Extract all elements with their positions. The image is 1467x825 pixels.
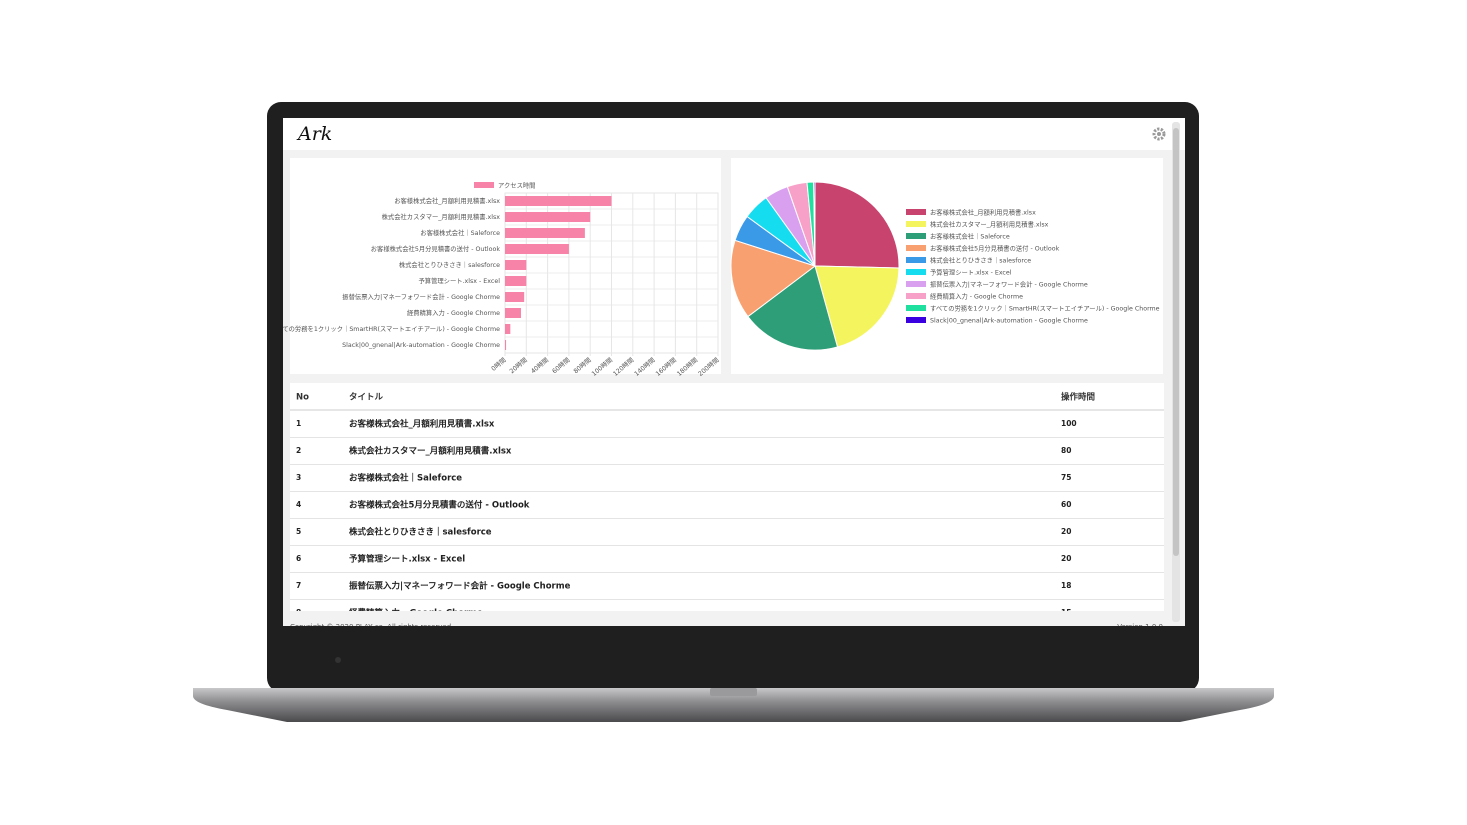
table-cell: お客様株式会社｜Saleforce [349, 473, 462, 484]
legend-label: 経費精算入力 - Google Chorme [930, 292, 1023, 301]
table-header: No [296, 393, 309, 403]
legend-swatch [906, 317, 926, 323]
pie-slice [813, 181, 816, 267]
table-cell: 株式会社カスタマー_月額利用見積書.xlsx [349, 446, 512, 457]
legend-label: 株式会社とりひきさき｜salesforce [930, 256, 1031, 265]
pie-slice [814, 181, 900, 269]
legend-label: 振替伝票入力|マネーフォワード会計 - Google Chorme [930, 280, 1088, 289]
table-header: タイトル [349, 392, 384, 403]
y-tick-label: 株式会社とりひきさき｜salesforce [399, 260, 500, 269]
table-cell: 振替伝票入力|マネーフォワード会計 - Google Chorme [349, 581, 571, 592]
copyright: Copyright © 2020 PLAY co. All rights res… [290, 623, 453, 631]
table-cell: 4 [296, 500, 301, 509]
pie-slice [814, 265, 900, 348]
y-tick-label: お客様株式会社5月分見積書の送付 - Outlook [371, 244, 501, 253]
legend-swatch [906, 245, 926, 251]
bar [505, 196, 612, 206]
pie-slice [747, 265, 839, 351]
y-tick-label: お客様株式会社_月額利用見積書.xlsx [394, 196, 500, 205]
legend-label: すべての労務を1クリック｜SmartHR(スマートエイチアール) - Googl… [930, 304, 1160, 313]
legend-label: お客様株式会社｜Saleforce [930, 232, 1010, 241]
y-tick-label: すべての労務を1クリック｜SmartHR(スマートエイチアール) - Googl… [270, 324, 500, 333]
table-cell: 3 [296, 473, 301, 482]
table-cell: 5 [296, 527, 301, 536]
bar [505, 292, 525, 302]
scrollbar-thumb[interactable] [1173, 128, 1179, 556]
logo: Ark [296, 123, 332, 145]
legend-label: Slack|00_gnenal|Ark-automation - Google … [930, 318, 1088, 325]
bar [505, 324, 511, 334]
laptop-base [193, 688, 1274, 722]
legend-swatch [906, 221, 926, 227]
legend-label: 予算管理シート.xlsx - Excel [930, 268, 1012, 277]
legend-label: アクセス時間 [498, 182, 535, 190]
bar [505, 260, 527, 270]
legend-swatch [474, 182, 494, 188]
table-cell: 1 [296, 419, 301, 428]
legend-swatch [906, 233, 926, 239]
legend-label: お客様株式会社5月分見積書の送付 - Outlook [930, 244, 1060, 253]
table-cell: 6 [296, 554, 301, 563]
table: No タイトル 操作時間 1 お客様株式会社_月額利用見積書.xlsx 100 2 株式会社カ… [290, 392, 1164, 619]
bar [505, 308, 521, 318]
table-cell: 60 [1061, 500, 1071, 509]
y-tick-label: Slack|00_gnenal|Ark-automation - Google … [342, 342, 500, 349]
y-tick-label: お客様株式会社｜Saleforce [420, 228, 500, 237]
table-cell: 予算管理シート.xlsx - Excel [349, 554, 465, 565]
table-cell: 8 [296, 608, 301, 617]
settings-icon[interactable] [1152, 127, 1166, 141]
gear-hub[interactable] [1157, 132, 1161, 136]
table-cell: 2 [296, 446, 301, 455]
legend-swatch [906, 305, 926, 311]
table-cell: 7 [296, 581, 301, 590]
table-cell: 20 [1061, 554, 1071, 563]
table-cell: 100 [1061, 419, 1077, 428]
bar [505, 244, 569, 254]
legend-swatch [906, 269, 926, 275]
table-cell: 経費精算入力 - Google Chorme [349, 608, 483, 619]
version: Version 1.0.0 [1117, 623, 1163, 631]
legend-swatch [906, 281, 926, 287]
y-tick-label: 振替伝票入力|マネーフォワード会計 - Google Chorme [342, 292, 500, 301]
table-cell: 18 [1061, 581, 1071, 590]
screen: Ark No タイトル 操作時間 1 お客様株式会社_月額利用見積書.xlsx 100 2 株… [270, 118, 1185, 631]
table-cell: 20 [1061, 527, 1071, 536]
legend-swatch [906, 293, 926, 299]
legend-label: 株式会社カスタマー_月額利用見積書.xlsx [930, 220, 1049, 229]
bar [505, 228, 585, 238]
table-cell: 15 [1061, 608, 1071, 617]
laptop-notch [710, 688, 757, 696]
legend-swatch [906, 257, 926, 263]
table-card [290, 383, 1164, 611]
y-tick-label: 予算管理シート.xlsx - Excel [418, 276, 500, 285]
table-header: 操作時間 [1061, 392, 1095, 403]
bar [505, 276, 527, 286]
table-cell: お客様株式会社_月額利用見積書.xlsx [349, 419, 495, 430]
table-cell: 80 [1061, 446, 1071, 455]
legend-label: お客様株式会社_月額利用見積書.xlsx [930, 208, 1036, 217]
legend-swatch [906, 209, 926, 215]
gear[interactable] [1152, 127, 1166, 141]
y-tick-label: 経費精算入力 - Google Chorme [407, 308, 500, 317]
camera [335, 657, 341, 663]
bar [505, 212, 591, 222]
y-tick-label: 株式会社カスタマー_月額利用見積書.xlsx [382, 212, 501, 221]
table-cell: お客様株式会社5月分見積書の送付 - Outlook [349, 500, 530, 511]
header-bar [283, 118, 1185, 150]
bar [505, 340, 507, 350]
table-cell: 75 [1061, 473, 1071, 482]
table-cell: 株式会社とりひきさき｜salesforce [349, 527, 492, 538]
